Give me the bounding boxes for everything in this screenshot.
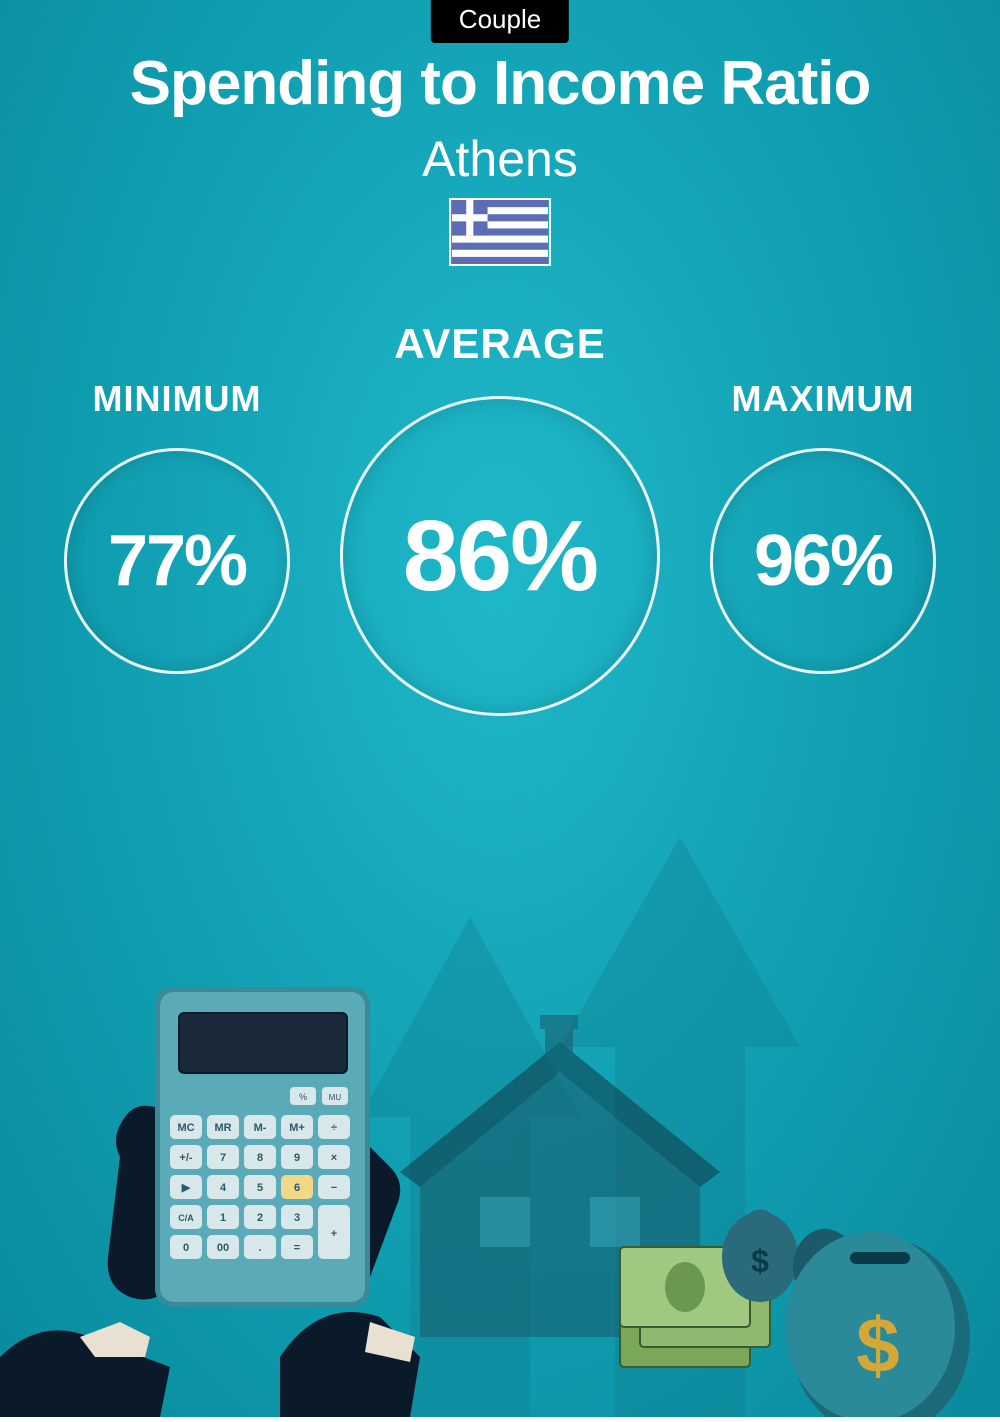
svg-text:5: 5 [257,1182,263,1194]
stat-label-minimum: MINIMUM [93,378,262,420]
page-title: Spending to Income Ratio [0,48,1000,119]
pct-average: 86% [403,499,597,614]
circle-maximum: 96% [710,448,936,674]
svg-text:00: 00 [217,1242,229,1254]
pct-maximum: 96% [754,520,892,602]
stat-label-average: AVERAGE [394,320,606,368]
city-subtitle: Athens [0,130,1000,188]
svg-text:−: − [331,1182,337,1194]
stats-row: MINIMUM 77% AVERAGE 86% MAXIMUM 96% [0,320,1000,716]
circle-minimum: 77% [64,448,290,674]
calculator-icon: % MU MC MR M- M+ ÷ +/- 7 8 9 × ▶ 4 5 [155,987,370,1307]
svg-text:MR: MR [214,1122,231,1134]
svg-text:9: 9 [294,1152,300,1164]
svg-text:1: 1 [220,1212,226,1224]
svg-text:.: . [258,1242,261,1254]
pct-minimum: 77% [108,520,246,602]
svg-text:2: 2 [257,1212,263,1224]
svg-text:7: 7 [220,1152,226,1164]
svg-text:▶: ▶ [181,1182,191,1194]
finance-illustration: $ $ $ [0,797,1000,1417]
svg-text:4: 4 [220,1182,227,1194]
svg-text:+/-: +/- [179,1152,192,1164]
svg-text:$: $ [856,1301,899,1389]
greece-flag-icon [449,198,551,266]
svg-text:=: = [294,1242,300,1254]
badge-label: Couple [459,4,541,34]
stat-maximum: MAXIMUM 96% [710,320,936,674]
svg-text:8: 8 [257,1152,263,1164]
svg-text:+: + [331,1228,337,1240]
svg-text:MU: MU [329,1093,342,1102]
svg-text:MC: MC [177,1122,194,1134]
svg-text:M+: M+ [289,1122,305,1134]
money-bag-large-icon: $ [785,1232,970,1417]
svg-text:0: 0 [183,1242,189,1254]
svg-text:×: × [331,1152,337,1164]
svg-text:÷: ÷ [331,1122,337,1134]
svg-text:$: $ [751,1243,769,1279]
svg-text:%: % [299,1092,307,1102]
circle-average: 86% [340,396,660,716]
stat-minimum: MINIMUM 77% [64,320,290,674]
svg-text:M-: M- [254,1122,267,1134]
svg-text:6: 6 [294,1182,300,1194]
stat-label-maximum: MAXIMUM [732,378,915,420]
svg-text:C/A: C/A [178,1213,194,1223]
category-badge: Couple [431,0,569,43]
svg-text:3: 3 [294,1212,300,1224]
stat-average: AVERAGE 86% [340,320,660,716]
